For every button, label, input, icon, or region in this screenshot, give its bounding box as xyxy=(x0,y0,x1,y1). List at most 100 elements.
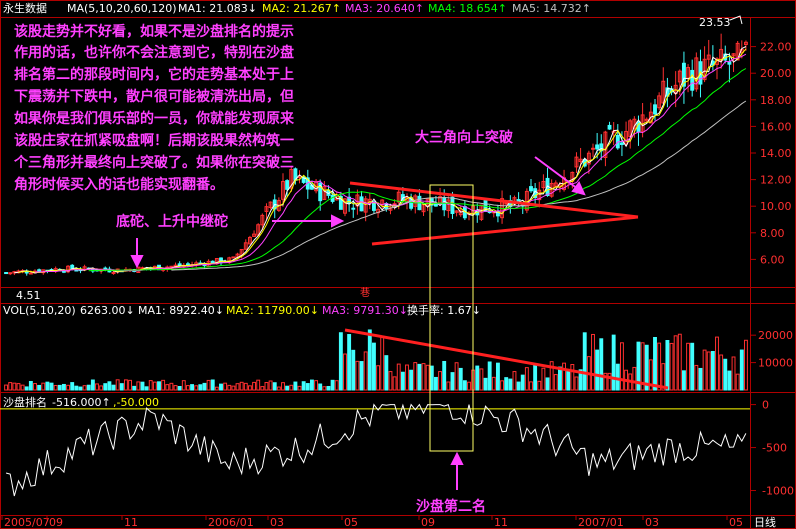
volume-bar xyxy=(479,368,484,391)
annotation-line: 该股庄家在抓紧吸盘啊！后期该股果然构筑一 xyxy=(14,132,294,149)
volume-bar xyxy=(177,385,182,391)
volume-bar xyxy=(487,361,492,391)
x-tick-label: 11 xyxy=(494,516,508,529)
ma5-line xyxy=(171,100,747,271)
price-tick-label: 8.00 xyxy=(760,227,785,240)
volume-bar xyxy=(86,384,91,391)
candle-body xyxy=(706,54,711,60)
volume-bar xyxy=(157,381,161,391)
volume-bar xyxy=(611,334,616,391)
rank-highlight-box xyxy=(429,184,474,452)
volume-bar xyxy=(632,366,637,391)
volume-bar xyxy=(219,383,223,391)
volume-bar xyxy=(405,364,409,391)
annotation-line: 作用的话，也许你不会注意到它，特别在沙盘 xyxy=(14,44,294,61)
volume-bar xyxy=(710,351,715,391)
volume-bar xyxy=(334,380,339,391)
candle-body xyxy=(347,196,352,204)
volume-bar xyxy=(425,364,430,391)
volume-bar xyxy=(57,384,62,391)
volume-bar xyxy=(326,385,331,391)
volume-bar xyxy=(636,341,641,391)
candle-body xyxy=(504,202,509,205)
candle-body xyxy=(735,42,740,61)
volume-bar xyxy=(169,382,174,391)
volume-bar xyxy=(429,365,434,391)
rank-value: -516.000↑ xyxy=(52,396,111,409)
volume-bar xyxy=(90,379,95,391)
volume-bar xyxy=(570,364,575,391)
volume-bar xyxy=(467,381,471,391)
top-arrow-head xyxy=(130,255,144,269)
candle-body xyxy=(396,191,401,203)
volume-bar xyxy=(297,385,302,391)
volume-bar xyxy=(359,361,364,391)
volume-bar xyxy=(37,384,42,391)
vol-ma3-value: MA3: 9791.30↓ xyxy=(322,304,408,317)
volume-bar xyxy=(107,381,112,391)
volume-bar xyxy=(322,386,327,391)
volume-bar xyxy=(648,359,653,391)
volume-bar xyxy=(578,369,583,391)
volume-bar xyxy=(706,351,711,391)
rank-label: 沙盘排名 xyxy=(3,395,47,409)
volume-bar xyxy=(119,383,124,391)
ma4-value: MA4: 18.654↑ xyxy=(428,2,507,15)
moving-averages xyxy=(14,46,747,274)
volume-bar xyxy=(74,385,79,391)
volume-bar xyxy=(289,384,294,391)
high-price-label: 23.53 xyxy=(699,16,731,29)
volume-bar xyxy=(727,370,732,391)
candle-body xyxy=(28,272,33,275)
volume-bar xyxy=(363,351,368,391)
candle-body xyxy=(169,265,174,268)
volume-bar xyxy=(268,380,273,391)
breakout-arrow-line xyxy=(534,156,579,190)
price-tick-label: 18.00 xyxy=(760,94,792,107)
volume-bar xyxy=(173,385,178,391)
volume-bar xyxy=(661,363,666,391)
volume-bar xyxy=(53,384,58,391)
ma3-line xyxy=(34,53,747,273)
volume-bar xyxy=(665,340,670,391)
candle-body xyxy=(442,197,447,211)
volume-bar xyxy=(603,372,608,391)
volume-bar xyxy=(657,342,662,391)
candle-body xyxy=(243,242,248,250)
volume-bar xyxy=(595,349,600,391)
candle-body xyxy=(591,147,595,150)
volume-bar xyxy=(384,355,389,391)
volume-bar xyxy=(735,373,740,391)
candle-body xyxy=(586,152,591,165)
volume-bar xyxy=(681,370,686,391)
volume-bar xyxy=(446,381,451,391)
annotation-line: 排名第二的那段时间内，它的走势基本处于上 xyxy=(14,66,294,83)
candle-body xyxy=(694,57,699,90)
candle-body xyxy=(574,156,579,168)
base-arrow-head xyxy=(331,214,345,228)
volume-bar xyxy=(582,332,587,391)
volume-bar xyxy=(123,379,128,391)
triangle-pattern xyxy=(344,181,669,390)
x-tick-label: 09 xyxy=(421,516,435,529)
volume-bar xyxy=(371,342,376,391)
volume-bar xyxy=(615,363,620,391)
volume-bar xyxy=(256,379,261,391)
candle-body xyxy=(458,210,463,216)
volume-bar xyxy=(347,334,352,391)
rank-tick-label: 0 xyxy=(762,399,769,412)
candle-body xyxy=(111,272,116,275)
candle-body xyxy=(252,233,257,237)
volume-bar xyxy=(483,377,488,391)
rank-tick-label: -500 xyxy=(762,442,787,455)
volume-bar xyxy=(351,349,356,391)
volume-bar xyxy=(20,384,25,391)
candle-body xyxy=(66,265,71,273)
volume-bar xyxy=(607,372,612,391)
volume-bar xyxy=(128,379,133,391)
volume-bar xyxy=(719,354,724,391)
peak-marker xyxy=(729,15,743,25)
volume-bar xyxy=(388,371,393,391)
